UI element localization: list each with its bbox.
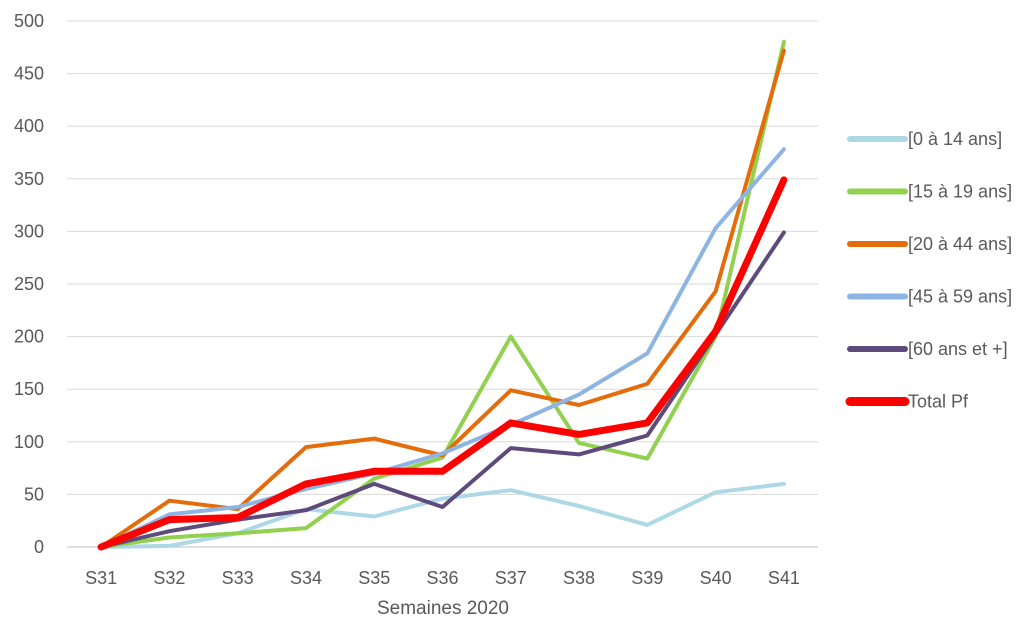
x-tick-label: S39 [631, 568, 663, 588]
series-lines [101, 42, 784, 547]
legend: [0 à 14 ans] [15 à 19 ans] [20 à 44 ans] [4… [850, 129, 1012, 412]
legend-label: [15 à 19 ans] [908, 182, 1012, 202]
x-tick-label: S36 [426, 568, 458, 588]
y-axis-ticks: 0 50 100 150 200 250 300 350 400 450 500 [14, 11, 44, 557]
y-tick-label: 250 [14, 274, 44, 294]
y-tick-label: 350 [14, 169, 44, 189]
x-axis-label: Semaines 2020 [377, 598, 509, 619]
legend-label: [20 à 44 ans] [908, 234, 1012, 254]
legend-label: Total Pf [908, 392, 969, 412]
x-tick-label: S37 [495, 568, 527, 588]
x-tick-label: S35 [358, 568, 390, 588]
y-tick-label: 500 [14, 11, 44, 31]
x-tick-label: S34 [290, 568, 322, 588]
legend-label: [0 à 14 ans] [908, 129, 1002, 149]
series-line-3 [101, 149, 784, 547]
x-tick-label: S41 [768, 568, 800, 588]
y-tick-label: 50 [24, 484, 44, 504]
y-tick-label: 200 [14, 327, 44, 347]
series-line-5 [101, 180, 784, 547]
x-tick-label: S40 [700, 568, 732, 588]
y-tick-label: 450 [14, 64, 44, 84]
legend-label: [45 à 59 ans] [908, 287, 1012, 307]
y-tick-label: 0 [34, 537, 44, 557]
y-tick-label: 100 [14, 432, 44, 452]
y-tick-label: 400 [14, 116, 44, 136]
x-tick-label: S38 [563, 568, 595, 588]
y-tick-label: 150 [14, 379, 44, 399]
legend-label: [60 ans et +] [908, 339, 1008, 359]
x-tick-label: S32 [153, 568, 185, 588]
y-tick-label: 300 [14, 221, 44, 241]
x-axis-ticks: S31 S32 S33 S34 S35 S36 S37 S38 S39 S40 S41 [85, 568, 800, 588]
x-tick-label: S31 [85, 568, 117, 588]
x-tick-label: S33 [222, 568, 254, 588]
